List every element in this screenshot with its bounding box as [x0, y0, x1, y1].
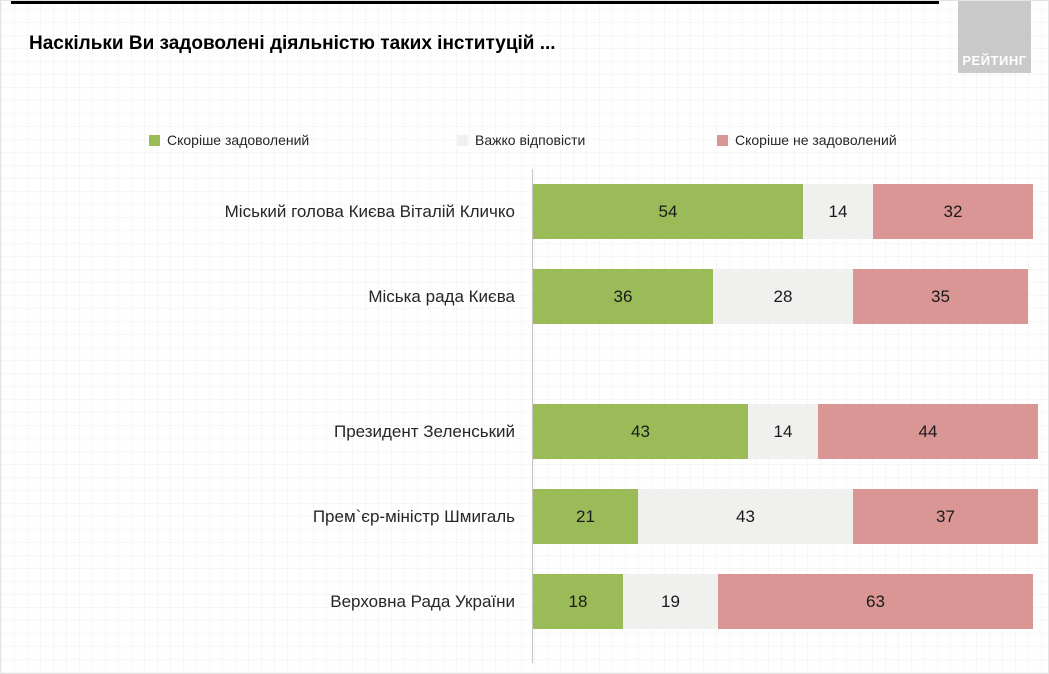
bar-track: 21 43 37	[533, 489, 1038, 544]
bar-value-label: 21	[576, 506, 595, 526]
bar-segment-not_satisfied: 35	[853, 269, 1028, 324]
legend-item-hard_to_answer: Важко відповісти	[457, 132, 585, 148]
legend-label: Скоріше не задоволений	[735, 132, 897, 148]
bar-segment-not_satisfied: 44	[818, 404, 1038, 459]
legend: Скоріше задоволений Важко відповісти Скорі…	[1, 132, 1049, 152]
bar-segment-satisfied: 18	[533, 574, 623, 629]
bar-value-label: 32	[943, 201, 963, 221]
legend-label: Важко відповісти	[475, 132, 586, 148]
bar-chart: Міський голова Києва Віталій Кличко 54 14 3…	[1, 184, 1049, 629]
bar-segment-hard_to_answer: 43	[638, 489, 853, 544]
bar-segment-not_satisfied: 63	[718, 574, 1033, 629]
bar-segment-satisfied: 54	[533, 184, 803, 239]
row-label: Верховна Рада України	[330, 591, 515, 611]
bar-value-label: 18	[568, 591, 588, 611]
legend-item-not_satisfied: Скоріше не задоволений	[717, 132, 897, 148]
bar-segment-satisfied: 36	[533, 269, 713, 324]
logo-box: РЕЙТИНГ	[958, 1, 1031, 73]
bar-track: 54 14 32	[533, 184, 1033, 239]
bar-track: 18 19 63	[533, 574, 1033, 629]
bar-segment-hard_to_answer: 19	[623, 574, 718, 629]
bar-segment-hard_to_answer: 14	[748, 404, 818, 459]
bar-row: Президент Зеленський 43 14 44	[1, 404, 1049, 459]
legend-item-satisfied: Скоріше задоволений	[149, 132, 309, 148]
bar-value-label: 14	[773, 421, 793, 441]
bar-segment-hard_to_answer: 28	[713, 269, 853, 324]
bar-row: Верховна Рада України 18 19 63	[1, 574, 1049, 629]
bar-segment-satisfied: 43	[533, 404, 748, 459]
bar-value-label: 35	[931, 286, 950, 306]
row-label: Прем`єр-міністр Шмигаль	[312, 506, 515, 526]
legend-swatch-icon	[149, 134, 160, 146]
y-axis-line	[532, 169, 533, 663]
bar-row: Прем`єр-міністр Шмигаль 21 43 37	[1, 489, 1049, 544]
bar-segment-satisfied: 21	[533, 489, 638, 544]
legend-swatch-icon	[457, 134, 468, 146]
bar-value-label: 36	[613, 286, 633, 306]
bar-value-label: 14	[828, 201, 848, 221]
bar-row: Міський голова Києва Віталій Кличко 54 14 3…	[1, 184, 1049, 239]
bar-segment-not_satisfied: 32	[873, 184, 1033, 239]
top-divider-line	[11, 1, 939, 4]
row-label: Президент Зеленський	[333, 421, 515, 441]
legend-label: Скоріше задоволений	[167, 132, 310, 148]
bar-value-label: 28	[773, 286, 793, 306]
bar-track: 43 14 44	[533, 404, 1038, 459]
bar-group-national-institutions: Президент Зеленський 43 14 44 Прем`єр-мініст…	[1, 404, 1049, 629]
bar-value-label: 63	[866, 591, 885, 611]
bar-value-label: 54	[658, 201, 678, 221]
bar-segment-not_satisfied: 37	[853, 489, 1038, 544]
bar-row: Міська рада Києва 36 28 35	[1, 269, 1049, 324]
bar-value-label: 37	[936, 506, 955, 526]
bar-value-label: 43	[736, 506, 755, 526]
row-label: Міська рада Києва	[368, 286, 515, 306]
bar-segment-hard_to_answer: 14	[803, 184, 873, 239]
bar-track: 36 28 35	[533, 269, 1028, 324]
legend-swatch-icon	[717, 134, 728, 146]
bar-group-kyiv-institutions: Міський голова Києва Віталій Кличко 54 14 3…	[1, 184, 1049, 324]
bar-value-label: 19	[661, 591, 680, 611]
row-label: Міський голова Києва Віталій Кличко	[224, 201, 515, 221]
bar-value-label: 43	[631, 421, 650, 441]
chart-title: Наскільки Ви задоволені діяльністю таких…	[29, 33, 556, 54]
rating-group-logo: РЕЙТИНГ	[962, 53, 1027, 68]
bar-value-label: 44	[918, 421, 938, 441]
